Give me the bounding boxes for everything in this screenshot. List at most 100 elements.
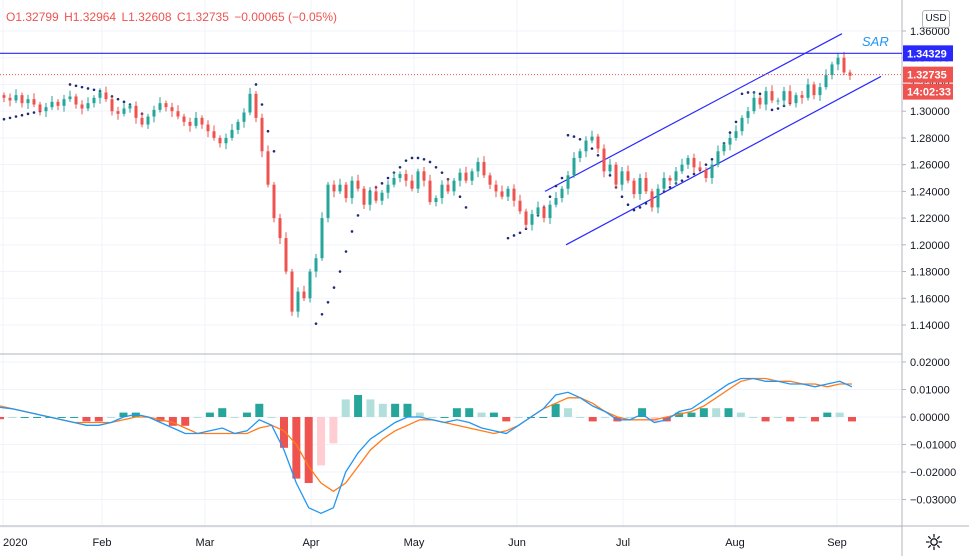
candle-body xyxy=(632,180,636,195)
candle-body xyxy=(470,171,474,181)
candle-body xyxy=(170,107,174,112)
x-tick-label: Apr xyxy=(302,537,319,549)
y-tick-label: 1.24000 xyxy=(910,186,950,198)
candle-body xyxy=(830,64,834,76)
sar-dot xyxy=(686,175,690,178)
candle-body xyxy=(800,95,804,98)
histogram-bar xyxy=(428,417,437,418)
candle-body xyxy=(806,84,810,98)
candle-body xyxy=(440,184,444,199)
trend-channel[interactable] xyxy=(544,33,882,246)
candle-body xyxy=(446,184,450,192)
sar-dot xyxy=(548,195,552,199)
sar-dot xyxy=(350,230,354,233)
candle-body xyxy=(458,172,462,181)
candle-body xyxy=(236,121,240,130)
macd-axis[interactable]: 0.02000 0.01000 0.00000 −0.01000 −0.02000 −0.… xyxy=(902,357,956,507)
candle-body xyxy=(326,184,330,219)
sar-dot xyxy=(20,113,24,117)
candle-body xyxy=(434,198,438,203)
candlestick-series xyxy=(2,51,852,318)
last-price-label: 1.32735 xyxy=(907,70,947,82)
histogram-bar xyxy=(798,417,807,418)
histogram-bar xyxy=(57,417,66,418)
candle-body xyxy=(152,109,156,117)
candle-body xyxy=(818,87,822,96)
x-tick-label: Aug xyxy=(725,537,745,549)
candle-body xyxy=(710,164,714,178)
candle-body xyxy=(842,57,846,73)
candle-body xyxy=(680,164,684,172)
candle-body xyxy=(566,175,570,189)
histogram-bar xyxy=(576,417,585,418)
candle-body xyxy=(374,191,378,201)
sar-dot xyxy=(398,166,402,169)
histogram-bar xyxy=(786,417,795,422)
signal-line xyxy=(0,377,852,493)
candle-body xyxy=(206,124,210,132)
time-axis[interactable]: 2020 Feb Mar Apr May Jun Jul Aug Sep xyxy=(3,537,847,549)
histogram-bar xyxy=(539,417,548,418)
candle-body xyxy=(320,218,324,259)
histogram-bar xyxy=(761,417,770,422)
currency-button[interactable]: USD xyxy=(922,10,950,28)
candle-body xyxy=(278,218,282,239)
histogram-bar xyxy=(835,412,844,417)
horizontal-lines[interactable] xyxy=(0,52,902,76)
sar-dot xyxy=(638,206,642,209)
candle-body xyxy=(80,104,84,109)
candle-body xyxy=(308,271,312,299)
candle-body xyxy=(518,200,522,212)
sar-dot xyxy=(680,179,684,182)
candle-body xyxy=(698,167,702,170)
ohlc-close: C1.32735 xyxy=(176,10,229,24)
gear-icon[interactable] xyxy=(925,533,943,551)
histogram-bar xyxy=(82,417,91,422)
sar-dot xyxy=(608,174,612,177)
y-tick-label: 0.02000 xyxy=(910,357,950,369)
candle-body xyxy=(56,101,60,106)
sar-dot xyxy=(68,83,72,86)
candle-body xyxy=(596,136,600,149)
sar-dot xyxy=(632,208,636,212)
candle-body xyxy=(212,131,216,138)
sar-dot xyxy=(338,270,342,273)
sar-dot xyxy=(728,131,732,134)
grid xyxy=(0,0,902,528)
sar-dot xyxy=(272,149,276,153)
candle-body xyxy=(782,91,786,101)
histogram-bar xyxy=(699,408,708,417)
candle-body xyxy=(704,169,708,178)
candle-body xyxy=(98,92,102,98)
histogram-bar xyxy=(391,403,400,417)
x-tick-label: Mar xyxy=(196,537,215,549)
histogram-bar xyxy=(354,395,363,417)
candle-body xyxy=(638,178,642,195)
histogram-bar xyxy=(551,403,560,417)
y-tick-label: 1.36000 xyxy=(910,26,950,38)
candle-body xyxy=(626,171,630,181)
candle-body xyxy=(182,116,186,122)
histogram-bar xyxy=(341,399,350,417)
candle-body xyxy=(356,180,360,189)
last-price-label-box xyxy=(903,66,953,83)
sar-dot xyxy=(8,116,12,120)
sar-dot xyxy=(626,203,630,207)
candle-body xyxy=(74,96,78,105)
candle-body xyxy=(314,258,318,272)
histogram-bar xyxy=(625,417,634,418)
histogram-bar xyxy=(304,417,313,483)
sar-dot xyxy=(260,103,264,106)
histogram-bar xyxy=(292,417,301,479)
histogram-bar xyxy=(440,417,449,418)
macd-lines xyxy=(0,377,853,515)
candle-body xyxy=(740,117,744,132)
y-tick-label: 1.28000 xyxy=(910,133,950,145)
sar-dot xyxy=(596,153,600,157)
sar-dot xyxy=(122,100,126,104)
histogram-bar xyxy=(193,417,202,418)
candle-body xyxy=(668,178,672,181)
y-tick-label: 1.22000 xyxy=(910,213,950,225)
